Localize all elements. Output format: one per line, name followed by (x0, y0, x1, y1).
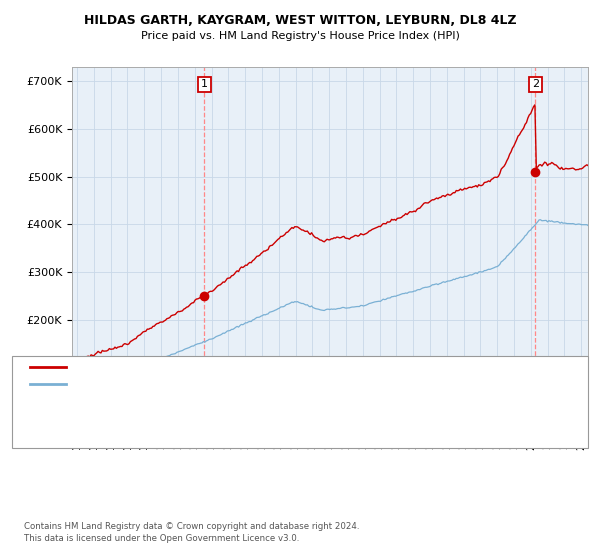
Text: 2: 2 (24, 421, 31, 431)
Text: 06-APR-2022: 06-APR-2022 (60, 421, 132, 431)
Text: 1: 1 (201, 80, 208, 90)
Text: 2: 2 (532, 80, 539, 90)
Text: HPI: Average price, detached house, North Yorkshire: HPI: Average price, detached house, Nort… (72, 379, 345, 389)
Text: 1: 1 (24, 401, 31, 411)
Text: HILDAS GARTH, KAYGRAM, WEST WITTON, LEYBURN, DL8 4LZ: HILDAS GARTH, KAYGRAM, WEST WITTON, LEYB… (83, 14, 517, 27)
Text: £249,000: £249,000 (192, 401, 245, 411)
Text: 33% ↑ HPI: 33% ↑ HPI (312, 421, 371, 431)
Text: Contains HM Land Registry data © Crown copyright and database right 2024.
This d: Contains HM Land Registry data © Crown c… (24, 522, 359, 543)
Text: Price paid vs. HM Land Registry's House Price Index (HPI): Price paid vs. HM Land Registry's House … (140, 31, 460, 41)
Text: 55% ↑ HPI: 55% ↑ HPI (312, 401, 371, 411)
Text: £510,000: £510,000 (192, 421, 245, 431)
Text: 26-JUL-2002: 26-JUL-2002 (60, 401, 128, 411)
Text: HILDAS GARTH, KAYGRAM, WEST WITTON, LEYBURN, DL8 4LZ (detached house): HILDAS GARTH, KAYGRAM, WEST WITTON, LEYB… (72, 362, 486, 372)
